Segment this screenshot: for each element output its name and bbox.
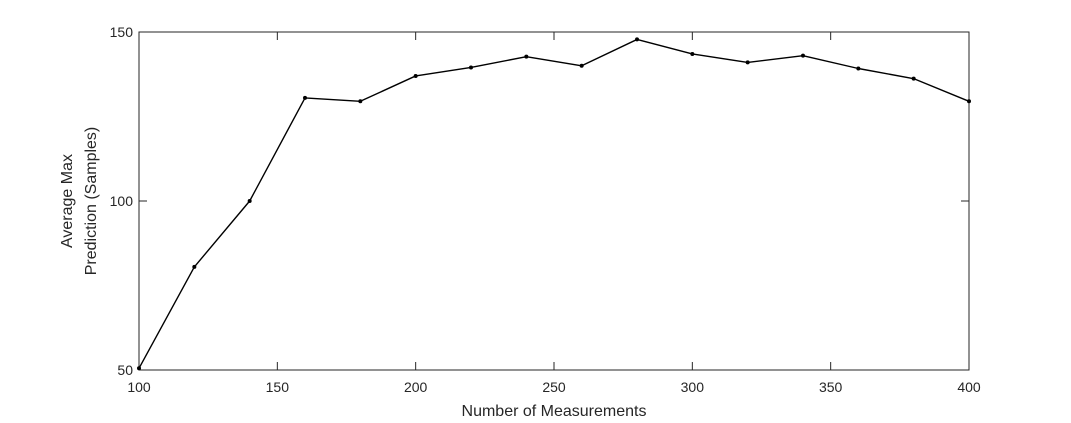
x-tick-label: 350: [819, 379, 843, 395]
x-tick-label: 100: [127, 379, 151, 395]
x-tick-label: 300: [681, 379, 705, 395]
x-axis-ticks: 100 150 200 250 300 350 400: [127, 32, 981, 395]
plot-area-box: [138, 31, 970, 371]
x-tick-label: 150: [266, 379, 290, 395]
data-point: [745, 60, 750, 65]
data-point: [247, 199, 252, 203]
data-point: [690, 51, 695, 56]
x-tick-label: 250: [542, 379, 566, 395]
data-point: [303, 95, 307, 100]
y-tick-label: 150: [110, 24, 134, 40]
y-axis-ticks: 50 100 150: [110, 24, 969, 378]
x-tick-label: 200: [404, 379, 428, 395]
data-point: [524, 54, 529, 59]
data-point: [413, 73, 418, 78]
data-point: [801, 53, 805, 58]
series-line: [138, 38, 970, 369]
y-tick-label: 100: [110, 193, 134, 209]
data-point: [358, 99, 363, 104]
y-tick-label: 50: [117, 362, 133, 378]
x-axis-label: Number of Measurements: [462, 403, 647, 420]
data-point: [635, 37, 639, 42]
data-point: [192, 264, 197, 269]
data-point: [967, 99, 971, 104]
data-point: [856, 66, 861, 71]
data-point: [911, 76, 916, 81]
data-point: [469, 65, 473, 70]
x-tick-label: 400: [957, 379, 981, 395]
y-axis-label-line-2: Prediction (Samples): [83, 127, 100, 276]
data-point: [137, 366, 141, 371]
data-point: [579, 63, 584, 68]
series-layer: [137, 37, 971, 371]
y-axis-label-line-1: Average Max: [59, 154, 76, 248]
